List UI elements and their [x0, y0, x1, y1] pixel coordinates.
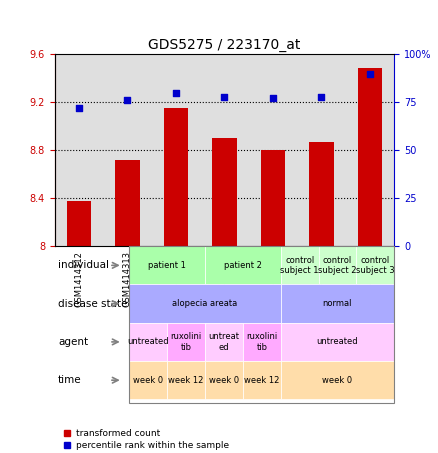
FancyBboxPatch shape: [243, 323, 281, 361]
FancyBboxPatch shape: [130, 323, 167, 361]
Point: [124, 97, 131, 104]
Bar: [309, 142, 334, 246]
Bar: [200, 54, 249, 246]
Text: ruxolini
tib: ruxolini tib: [246, 332, 277, 352]
Bar: [67, 201, 91, 246]
FancyBboxPatch shape: [281, 284, 394, 323]
FancyBboxPatch shape: [243, 361, 281, 400]
FancyBboxPatch shape: [130, 284, 281, 323]
Text: individual: individual: [58, 260, 109, 270]
Text: untreated: untreated: [317, 337, 358, 347]
Text: time: time: [58, 375, 82, 385]
Point: [318, 93, 325, 100]
FancyBboxPatch shape: [318, 246, 357, 284]
Bar: [346, 54, 394, 246]
Bar: [55, 54, 103, 246]
Bar: [103, 54, 152, 246]
Text: week 12: week 12: [244, 376, 279, 385]
FancyBboxPatch shape: [167, 361, 205, 400]
Point: [75, 105, 82, 112]
FancyBboxPatch shape: [281, 246, 318, 284]
Text: untreat
ed: untreat ed: [208, 332, 240, 352]
Title: GDS5275 / 223170_at: GDS5275 / 223170_at: [148, 38, 300, 52]
FancyBboxPatch shape: [130, 361, 167, 400]
Text: control
subject 3: control subject 3: [356, 255, 395, 275]
Text: agent: agent: [58, 337, 88, 347]
Text: control
subject 1: control subject 1: [280, 255, 319, 275]
Text: ruxolini
tib: ruxolini tib: [170, 332, 202, 352]
Text: untreated: untreated: [127, 337, 169, 347]
Legend: transformed count, percentile rank within the sample: transformed count, percentile rank withi…: [59, 426, 233, 453]
Bar: [212, 138, 237, 246]
FancyBboxPatch shape: [130, 246, 205, 284]
FancyBboxPatch shape: [357, 246, 394, 284]
Text: week 12: week 12: [169, 376, 204, 385]
Bar: [358, 67, 382, 246]
Text: week 0: week 0: [322, 376, 353, 385]
Point: [269, 95, 276, 102]
Text: control
subject 2: control subject 2: [318, 255, 357, 275]
Text: week 0: week 0: [133, 376, 163, 385]
Text: disease state: disease state: [58, 299, 127, 308]
Bar: [261, 150, 285, 246]
Bar: [249, 54, 297, 246]
FancyBboxPatch shape: [167, 323, 205, 361]
FancyBboxPatch shape: [205, 323, 243, 361]
Text: patient 1: patient 1: [148, 261, 186, 270]
Text: normal: normal: [323, 299, 352, 308]
FancyBboxPatch shape: [205, 246, 281, 284]
Bar: [164, 108, 188, 246]
Point: [221, 93, 228, 100]
Text: alopecia areata: alopecia areata: [173, 299, 238, 308]
Bar: [152, 54, 200, 246]
Point: [173, 89, 180, 96]
Bar: [297, 54, 346, 246]
Text: patient 2: patient 2: [224, 261, 262, 270]
FancyBboxPatch shape: [281, 323, 394, 361]
Bar: [115, 160, 140, 246]
Point: [367, 70, 374, 77]
FancyBboxPatch shape: [205, 361, 243, 400]
Text: week 0: week 0: [209, 376, 239, 385]
FancyBboxPatch shape: [281, 361, 394, 400]
